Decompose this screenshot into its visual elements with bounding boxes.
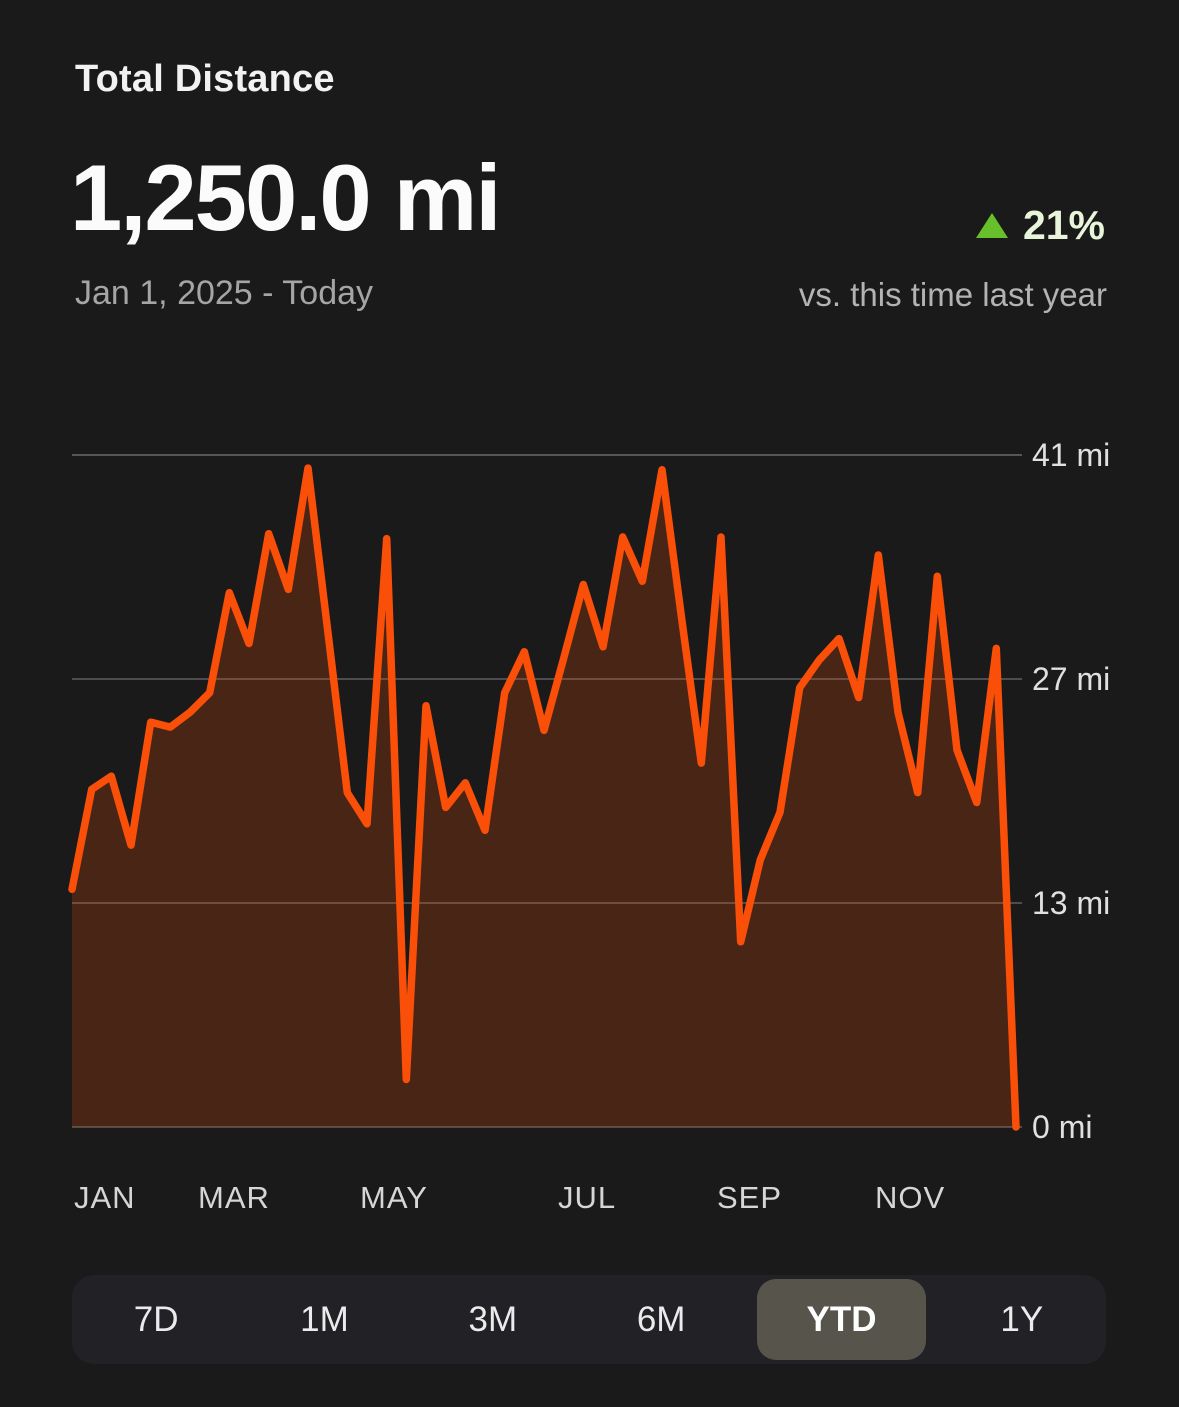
range-option-ytd[interactable]: YTD [757, 1279, 926, 1360]
trend-up-arrow-icon [975, 213, 1008, 238]
chart-area-fill [72, 468, 1016, 1128]
y-tick-label: 41 mi [1032, 437, 1111, 473]
x-tick-label-sep: SEP [717, 1180, 783, 1215]
y-axis-labels: 41 mi 27 mi 13 mi 0 mi [1032, 420, 1172, 1145]
range-option-1m[interactable]: 1M [300, 1299, 349, 1339]
date-range-label: Jan 1, 2025 - Today [75, 274, 374, 312]
x-tick-label-may: MAY [360, 1180, 428, 1215]
x-tick-label-nov: NOV [875, 1180, 946, 1215]
x-tick-label-jul: JUL [558, 1180, 617, 1215]
time-range-selector: 7D 1M 3M 6M YTD 1Y [72, 1275, 1106, 1364]
y-tick-label: 0 mi [1032, 1109, 1093, 1145]
range-option-7d[interactable]: 7D [133, 1299, 179, 1339]
page-title: Total Distance [75, 58, 335, 100]
x-tick-label-mar: MAR [198, 1180, 270, 1215]
total-distance-value: 1,250.0 mi [70, 145, 501, 250]
distance-area-chart[interactable] [68, 420, 1022, 1134]
chart-canvas[interactable] [68, 420, 1022, 1134]
chart-line [68, 464, 1020, 1131]
range-option-3m[interactable]: 3M [468, 1299, 518, 1339]
y-tick-label: 27 mi [1032, 661, 1111, 697]
delta-percent: 21% [1022, 202, 1105, 248]
x-tick-label-jan: JAN [74, 1180, 136, 1215]
x-axis-labels: JAN MAR MAY JUL SEP NOV [72, 1180, 1016, 1222]
delta-badge: 21% [975, 202, 1105, 249]
y-tick-label: 13 mi [1032, 885, 1111, 921]
range-option-1y[interactable]: 1Y [1000, 1299, 1044, 1339]
delta-caption: vs. this time last year [798, 276, 1107, 313]
range-option-6m[interactable]: 6M [636, 1299, 686, 1339]
